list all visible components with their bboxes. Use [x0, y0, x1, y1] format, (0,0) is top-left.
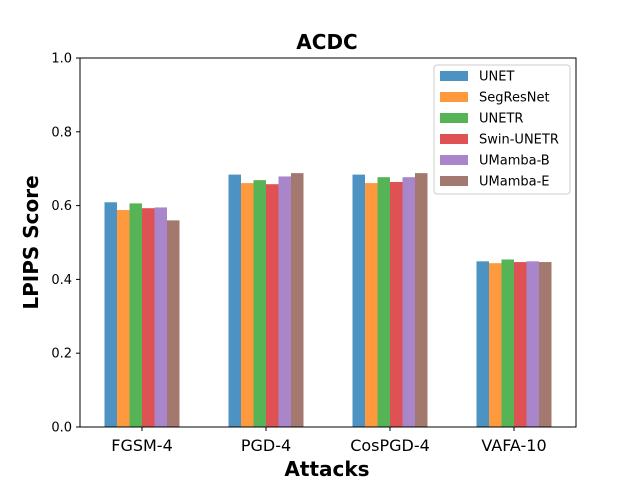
- legend-label: SegResNet: [479, 91, 550, 106]
- bar: [104, 202, 117, 427]
- y-tick-label: 0.2: [51, 347, 72, 362]
- bar: [526, 261, 539, 427]
- bar: [352, 174, 365, 427]
- x-axis-ticks: FGSM-4 PGD-4 CosPGD-4 VAFA-10: [111, 427, 547, 455]
- legend-swatch: [440, 92, 468, 102]
- plot-bars: [104, 173, 552, 427]
- y-tick-label: 0.6: [51, 199, 72, 214]
- bar: [476, 261, 489, 427]
- chart-title: ACDC: [296, 30, 357, 54]
- legend-swatch: [440, 155, 468, 165]
- y-axis-ticks: 0.0 0.2 0.4 0.6 0.8 1.0: [51, 52, 80, 436]
- bar: [129, 203, 142, 427]
- x-tick-label: FGSM-4: [111, 436, 173, 455]
- series-umamba-e: [167, 173, 552, 427]
- series-segresnet: [117, 183, 502, 427]
- bar: [514, 262, 527, 427]
- y-tick-label: 0.0: [51, 421, 72, 436]
- legend-label: UMamba-E: [479, 175, 549, 190]
- legend-swatch: [440, 134, 468, 144]
- bar: [266, 184, 279, 427]
- legend-swatch: [440, 113, 468, 123]
- legend-label: UNET: [479, 70, 514, 85]
- bar: [167, 220, 180, 427]
- bar: [365, 183, 378, 427]
- series-swin-unetr: [142, 181, 527, 427]
- y-tick-label: 0.4: [51, 273, 72, 288]
- bar: [415, 173, 428, 427]
- bar: [228, 174, 241, 427]
- y-axis-label: LPIPS Score: [19, 175, 43, 309]
- legend-label: UMamba-B: [479, 154, 550, 169]
- bar: [154, 207, 167, 427]
- legend-label: UNETR: [479, 112, 523, 127]
- bar: [278, 176, 291, 427]
- bar: [539, 262, 552, 427]
- plot-frame: [79, 57, 577, 428]
- legend-swatch: [440, 176, 468, 186]
- series-umamba-b: [154, 176, 539, 427]
- bar: [241, 183, 254, 427]
- x-tick-label: VAFA-10: [481, 436, 546, 455]
- bar: [142, 208, 155, 427]
- legend: UNET SegResNet UNETR Swin-UNETR UMamba-B UMam…: [433, 64, 571, 195]
- bar: [291, 173, 304, 427]
- bar: [377, 177, 390, 427]
- x-axis-label: Attacks: [284, 457, 369, 480]
- bar: [390, 181, 403, 427]
- series-unet: [104, 174, 489, 427]
- x-tick-label: PGD-4: [241, 436, 291, 455]
- legend-swatch: [440, 71, 468, 81]
- x-tick-label: CosPGD-4: [350, 436, 430, 455]
- bar: [501, 259, 514, 427]
- legend-label: Swin-UNETR: [479, 133, 559, 148]
- y-tick-label: 1.0: [51, 52, 72, 67]
- bar: [489, 263, 502, 427]
- series-unetr: [129, 177, 514, 427]
- bar: [117, 210, 130, 427]
- y-tick-label: 0.8: [51, 125, 72, 140]
- bar: [253, 180, 266, 427]
- bar: [402, 177, 415, 427]
